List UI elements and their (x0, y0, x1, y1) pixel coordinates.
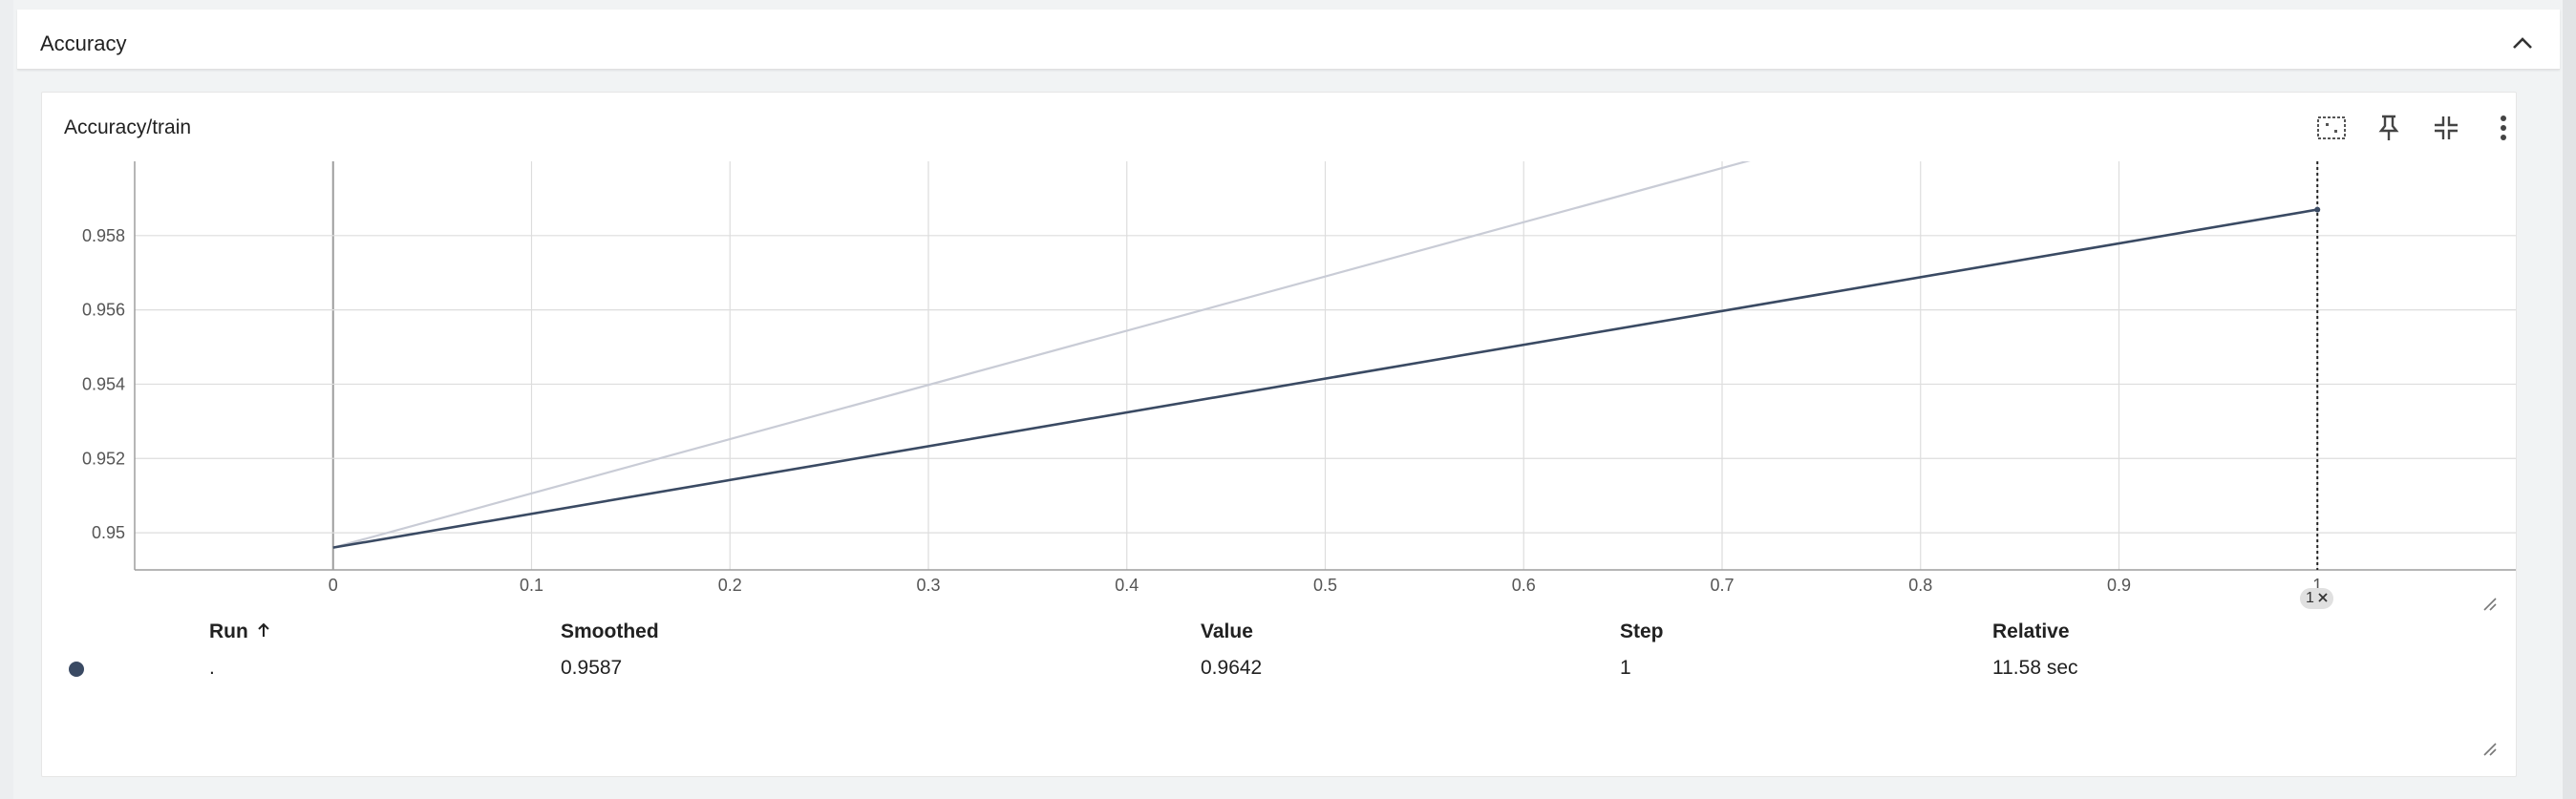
x-tick-label: 0.5 (1313, 576, 1337, 595)
col-header-value[interactable]: Value (1201, 620, 1253, 642)
x-tick-label: 0.1 (520, 576, 543, 595)
x-tick-label: 0.2 (718, 576, 742, 595)
scalar-card: Accuracy/train (41, 92, 2517, 777)
x-tick-label: 0.7 (1710, 576, 1734, 595)
col-header-smoothed[interactable]: Smoothed (561, 620, 659, 642)
col-header-run[interactable]: Run (209, 621, 269, 641)
chart-grid (135, 161, 2516, 570)
line-chart[interactable]: 0 0.1 0.2 0.3 0.4 0.5 0.6 0.7 0.8 0.9 1 0.95 0.952 0.… (42, 93, 2516, 608)
col-header-relative[interactable]: Relative (1992, 620, 2070, 642)
x-tick-label: 1 (2312, 576, 2322, 595)
cell-value: 0.9642 (1201, 657, 1263, 679)
y-tick-label: 0.956 (82, 301, 125, 320)
card-title: Accuracy/train (64, 116, 192, 138)
section-title: Accuracy (40, 32, 127, 55)
run-color-dot[interactable] (69, 662, 84, 677)
cursor-point (2314, 206, 2321, 213)
y-tick-label: 0.958 (82, 226, 125, 245)
x-tick-label: 0.9 (2107, 576, 2131, 595)
series-line-raw (332, 161, 1751, 549)
col-header-run-label: Run (209, 620, 248, 642)
chevron-up-icon[interactable] (2508, 29, 2537, 57)
series-line-smoothed (332, 208, 2318, 549)
step-chip[interactable]: 1 (2300, 588, 2333, 609)
y-tick-label: 0.954 (82, 374, 125, 393)
chart-tick-labels: 0 0.1 0.2 0.3 0.4 0.5 0.6 0.7 0.8 0.9 1 0.95 0.952 0.… (82, 226, 2322, 595)
step-chip-label: 1 (2306, 590, 2314, 606)
x-tick-label: 0.4 (1115, 576, 1139, 595)
cell-run: . (209, 657, 215, 679)
close-icon[interactable] (2318, 591, 2328, 606)
more-vert-icon[interactable] (2485, 110, 2522, 146)
left-edge (0, 0, 13, 799)
chart-cursor (2314, 161, 2321, 570)
y-tick-label: 0.952 (82, 449, 125, 468)
col-header-step[interactable]: Step (1620, 620, 1664, 642)
y-tick-label: 0.95 (92, 523, 125, 542)
chart-axes (134, 161, 2516, 571)
chart-resize-handle[interactable] (2482, 597, 2498, 612)
fit-domain-icon[interactable] (2313, 110, 2350, 146)
arrow-up-icon (257, 621, 269, 641)
card-resize-handle[interactable] (2482, 742, 2498, 757)
cell-relative: 11.58 sec (1992, 657, 2078, 679)
x-tick-label: 0.6 (1512, 576, 1536, 595)
cell-step: 1 (1620, 657, 1631, 679)
chart-series (332, 161, 2318, 549)
scrollbar[interactable] (2563, 0, 2576, 799)
x-tick-label: 0.3 (916, 576, 940, 595)
x-tick-label: 0.8 (1908, 576, 1932, 595)
pin-icon[interactable] (2371, 110, 2407, 146)
x-tick-label: 0 (329, 576, 338, 595)
cell-smoothed: 0.9587 (561, 657, 623, 679)
collapse-arrows-icon[interactable] (2428, 110, 2464, 146)
section-header[interactable]: Accuracy (17, 10, 2560, 70)
